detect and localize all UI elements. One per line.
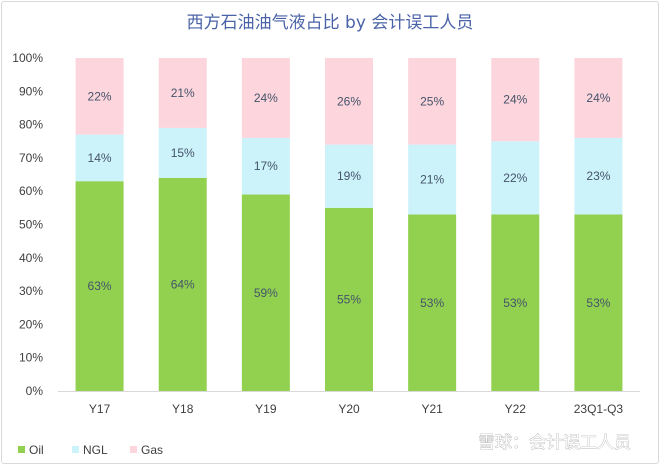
y-tick-label: 80% [19,118,43,132]
bar-segment-oil [491,214,540,391]
bar-segment-oil [325,207,373,391]
x-tick-label: Y18 [172,402,194,416]
x-tick-label: Y20 [338,402,360,416]
y-tick-label: 50% [19,218,43,232]
data-label-gas: 24% [503,93,527,107]
y-tick-label: 70% [19,151,43,165]
bars: 63% 14% 22% 64% 15% 21% 59% 17% 24% 55% 19% 26% 53% 2… [75,58,623,391]
bar-segment-ngl [75,134,124,182]
data-label-ngl: 21% [420,173,444,187]
y-tick-label: 0% [26,384,44,398]
data-label-oil: 55% [337,292,361,306]
y-tick-label: 30% [19,284,43,298]
x-tick-label: 23Q1-Q3 [574,402,624,416]
bar-segment-oil [75,181,124,391]
snowball-logo-icon [450,431,472,453]
data-label-gas: 24% [254,91,278,105]
bar-segment-ngl [158,127,207,178]
legend: Oil NGL Gas [18,443,163,457]
data-label-ngl: 15% [171,146,195,160]
y-tick-label: 10% [19,351,43,365]
data-label-oil: 59% [254,286,278,300]
bar-segment-gas [75,58,124,135]
bar-segment-oil [574,214,623,391]
data-label-gas: 22% [88,89,112,103]
bar-segment-ngl [408,144,457,215]
x-tick-label: Y21 [421,402,443,416]
data-label-gas: 24% [586,91,610,105]
data-label-oil: 64% [171,277,195,291]
data-label-ngl: 23% [586,169,610,183]
legend-label-oil: Oil [29,443,44,457]
data-label-oil: 53% [503,296,527,310]
bar-segment-gas [241,58,290,138]
bar-segment-ngl [574,137,623,215]
watermark: 雪球：会计误工人员 [450,431,631,453]
legend-label-gas: Gas [141,443,163,457]
legend-swatch-ngl [72,446,79,453]
x-tick-label: Y17 [89,402,111,416]
y-tick-label: 90% [19,84,43,98]
data-label-ngl: 14% [88,151,112,165]
data-label-gas: 21% [171,86,195,100]
watermark-text: 雪球：会计误工人员 [478,433,631,453]
y-tick-label: 100% [12,51,43,65]
x-tick-label: Y19 [255,402,277,416]
data-label-gas: 25% [420,94,444,108]
bar-segment-oil [158,177,207,391]
bar-segment-oil [408,214,457,391]
y-tick-label: 20% [19,317,43,331]
chart-title: 西方石油油气液占比 by 会计误工人员 [187,13,474,33]
bar-segment-ngl [491,141,540,215]
data-label-ngl: 22% [503,171,527,185]
bar-segment-gas [158,58,207,128]
bar-segment-gas [325,58,373,145]
data-label-gas: 26% [337,94,361,108]
legend-label-ngl: NGL [83,443,108,457]
data-label-ngl: 19% [337,169,361,183]
bar-segment-gas [574,58,623,138]
legend-swatch-oil [18,446,25,453]
data-label-oil: 53% [586,296,610,310]
bar-segment-ngl [241,137,290,195]
bar-segment-gas [408,58,457,145]
y-axis: 0% 10% 20% 30% 40% 50% 60% 70% 80% 90% 100% [12,51,43,398]
bar-segment-oil [241,194,290,391]
bar-segment-gas [491,58,540,142]
x-tick-label: Y22 [505,402,527,416]
data-label-oil: 53% [420,296,444,310]
x-axis: Y17 Y18 Y19 Y20 Y21 Y22 23Q1-Q3 [89,402,624,416]
bar-segment-ngl [325,144,373,208]
data-label-oil: 63% [88,279,112,293]
data-label-ngl: 17% [254,159,278,173]
legend-swatch-gas [130,446,137,453]
y-tick-label: 40% [19,251,43,265]
y-tick-label: 60% [19,184,43,198]
